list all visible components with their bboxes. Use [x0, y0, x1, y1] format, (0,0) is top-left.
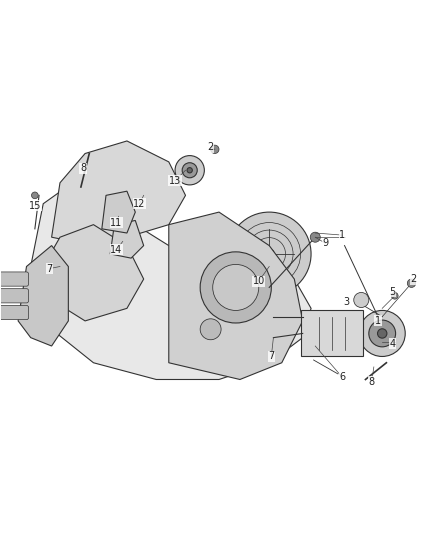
FancyBboxPatch shape: [0, 272, 28, 286]
Text: 1: 1: [339, 230, 346, 240]
Text: 10: 10: [253, 276, 265, 286]
Text: 9: 9: [323, 238, 329, 248]
Polygon shape: [110, 221, 144, 258]
Circle shape: [359, 310, 405, 357]
Text: 12: 12: [133, 199, 146, 209]
Circle shape: [354, 293, 369, 308]
FancyBboxPatch shape: [300, 310, 364, 357]
Circle shape: [378, 329, 387, 338]
Text: 6: 6: [339, 373, 346, 382]
Circle shape: [213, 264, 259, 310]
Polygon shape: [18, 246, 68, 346]
Polygon shape: [31, 183, 311, 379]
Text: 2: 2: [208, 142, 214, 152]
Text: 8: 8: [369, 377, 375, 386]
Text: 2: 2: [410, 274, 417, 284]
Circle shape: [200, 252, 271, 323]
Text: 4: 4: [390, 339, 396, 349]
Circle shape: [175, 156, 205, 185]
Circle shape: [32, 192, 38, 199]
Circle shape: [182, 163, 197, 178]
Polygon shape: [52, 141, 186, 246]
Circle shape: [144, 192, 152, 199]
Circle shape: [200, 319, 221, 340]
Text: 15: 15: [28, 201, 41, 211]
FancyBboxPatch shape: [0, 289, 28, 303]
Circle shape: [138, 185, 158, 206]
Text: 7: 7: [268, 351, 275, 361]
Circle shape: [369, 320, 396, 347]
Polygon shape: [102, 191, 135, 233]
Text: 5: 5: [389, 287, 396, 296]
Polygon shape: [43, 224, 144, 321]
Circle shape: [227, 212, 311, 296]
Text: 13: 13: [169, 176, 181, 185]
Text: 14: 14: [110, 245, 123, 255]
Circle shape: [310, 232, 320, 242]
FancyBboxPatch shape: [0, 305, 28, 320]
Circle shape: [392, 293, 398, 299]
Circle shape: [407, 279, 416, 287]
Text: 1: 1: [375, 316, 381, 326]
Text: 7: 7: [46, 264, 53, 273]
Circle shape: [211, 145, 219, 154]
Circle shape: [187, 167, 192, 173]
Text: 11: 11: [110, 217, 123, 228]
Circle shape: [129, 176, 167, 214]
Polygon shape: [169, 212, 303, 379]
Text: 8: 8: [80, 163, 86, 173]
Circle shape: [264, 249, 274, 259]
Text: 3: 3: [343, 297, 350, 307]
